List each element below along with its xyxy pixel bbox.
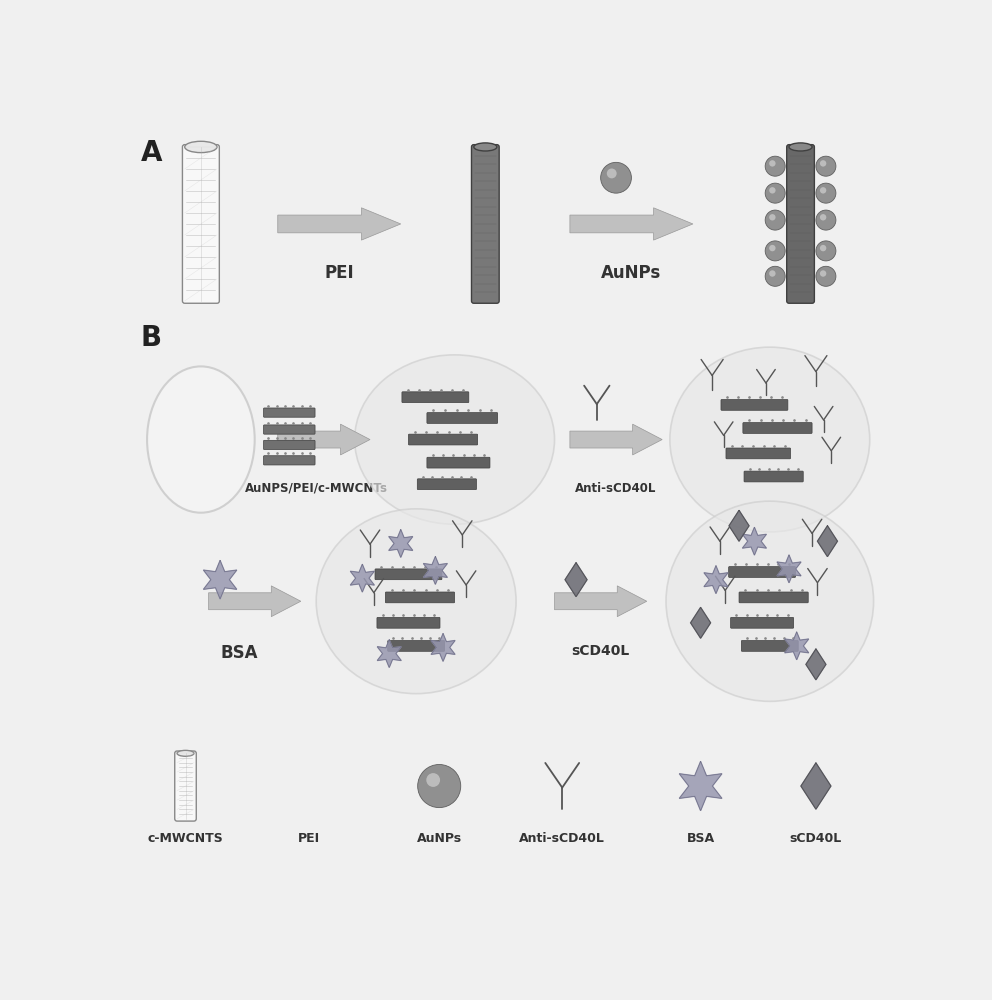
Circle shape (418, 764, 460, 808)
FancyBboxPatch shape (409, 434, 478, 445)
FancyBboxPatch shape (264, 456, 315, 465)
FancyArrow shape (555, 586, 647, 617)
Text: AuNPs: AuNPs (601, 264, 662, 282)
Text: Anti-sCD40L: Anti-sCD40L (575, 482, 657, 495)
Circle shape (815, 156, 836, 176)
Polygon shape (704, 566, 728, 594)
Text: Anti-sCD40L: Anti-sCD40L (519, 832, 605, 845)
FancyBboxPatch shape (264, 408, 315, 417)
Circle shape (765, 241, 786, 261)
FancyArrow shape (278, 208, 401, 240)
FancyBboxPatch shape (730, 617, 794, 628)
FancyBboxPatch shape (427, 413, 498, 423)
Text: A: A (141, 139, 163, 167)
Circle shape (769, 270, 776, 277)
FancyBboxPatch shape (721, 400, 788, 410)
Circle shape (769, 245, 776, 251)
Circle shape (765, 210, 786, 230)
Polygon shape (785, 632, 808, 660)
Circle shape (769, 160, 776, 167)
FancyBboxPatch shape (377, 617, 440, 628)
Polygon shape (350, 564, 374, 592)
Circle shape (820, 245, 826, 251)
Circle shape (607, 169, 617, 178)
Circle shape (815, 241, 836, 261)
Ellipse shape (177, 750, 194, 756)
Text: PEI: PEI (298, 832, 319, 845)
FancyBboxPatch shape (427, 457, 490, 468)
Text: AuNPS/PEI/c-MWCNTs: AuNPS/PEI/c-MWCNTs (245, 482, 388, 495)
Circle shape (820, 214, 826, 221)
Ellipse shape (666, 501, 874, 701)
Ellipse shape (355, 355, 555, 524)
FancyArrow shape (278, 424, 370, 455)
Circle shape (601, 162, 631, 193)
FancyBboxPatch shape (402, 392, 469, 403)
Polygon shape (424, 557, 447, 584)
Text: sCD40L: sCD40L (571, 644, 630, 658)
Polygon shape (389, 530, 413, 557)
Ellipse shape (789, 143, 812, 151)
Polygon shape (742, 527, 767, 555)
Polygon shape (565, 563, 587, 597)
Polygon shape (203, 560, 237, 599)
FancyBboxPatch shape (741, 641, 799, 651)
Circle shape (820, 160, 826, 167)
FancyArrow shape (208, 586, 301, 617)
Polygon shape (432, 634, 455, 661)
Circle shape (815, 266, 836, 286)
Text: BSA: BSA (686, 832, 714, 845)
Ellipse shape (185, 141, 217, 153)
Polygon shape (680, 761, 722, 811)
Ellipse shape (670, 347, 870, 532)
Circle shape (765, 183, 786, 203)
FancyArrow shape (570, 208, 693, 240)
FancyBboxPatch shape (264, 425, 315, 434)
Circle shape (765, 156, 786, 176)
Polygon shape (801, 763, 831, 809)
Circle shape (820, 270, 826, 277)
FancyBboxPatch shape (175, 751, 196, 821)
Ellipse shape (474, 143, 497, 151)
FancyArrow shape (570, 424, 663, 455)
FancyBboxPatch shape (726, 448, 791, 459)
Text: c-MWCNTS: c-MWCNTS (148, 832, 223, 845)
Text: B: B (141, 324, 162, 352)
FancyBboxPatch shape (183, 145, 219, 303)
FancyBboxPatch shape (787, 145, 814, 303)
Circle shape (815, 183, 836, 203)
FancyBboxPatch shape (729, 567, 796, 577)
Text: AuNPs: AuNPs (417, 832, 461, 845)
Text: PEI: PEI (324, 264, 354, 282)
Polygon shape (806, 649, 826, 680)
FancyBboxPatch shape (418, 479, 476, 490)
Ellipse shape (147, 366, 255, 513)
FancyBboxPatch shape (264, 440, 315, 450)
FancyBboxPatch shape (739, 592, 808, 603)
FancyBboxPatch shape (743, 423, 812, 433)
FancyBboxPatch shape (386, 592, 454, 603)
Circle shape (427, 773, 440, 787)
Polygon shape (817, 526, 837, 557)
Circle shape (769, 214, 776, 221)
Text: sCD40L: sCD40L (790, 832, 842, 845)
FancyBboxPatch shape (471, 145, 499, 303)
Circle shape (820, 187, 826, 194)
Polygon shape (377, 640, 401, 667)
Polygon shape (690, 607, 710, 638)
Ellipse shape (316, 509, 516, 694)
Circle shape (765, 266, 786, 286)
Polygon shape (777, 555, 801, 583)
Circle shape (769, 187, 776, 194)
Polygon shape (729, 510, 749, 541)
FancyBboxPatch shape (388, 641, 444, 651)
FancyBboxPatch shape (375, 569, 441, 580)
Circle shape (815, 210, 836, 230)
Text: BSA: BSA (220, 644, 258, 662)
FancyBboxPatch shape (744, 471, 804, 482)
